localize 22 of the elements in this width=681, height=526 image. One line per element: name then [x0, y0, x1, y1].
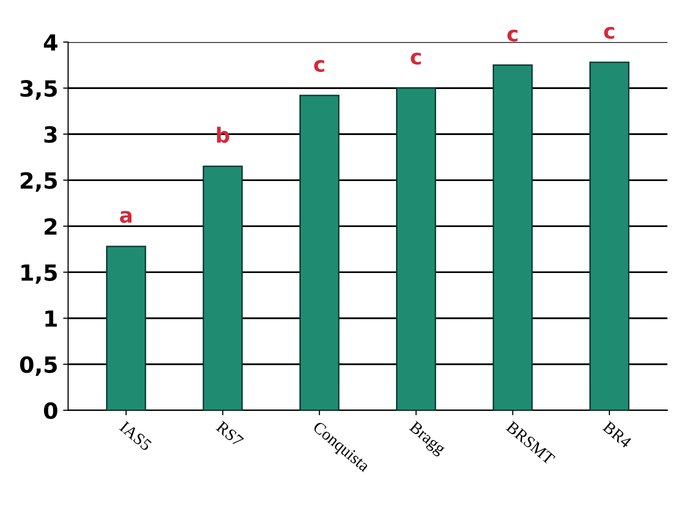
data-label: c — [604, 26, 614, 39]
y-tick-label: 0 — [44, 402, 58, 420]
bar — [492, 64, 533, 410]
data-label: c — [314, 60, 324, 72]
data-label: c — [410, 52, 421, 65]
y-tick-label: 4 — [44, 34, 58, 51]
y-tick-label: 1 — [45, 310, 57, 327]
y-tick-label: 0,5 — [20, 356, 57, 376]
y-tick-label: 3 — [44, 126, 57, 143]
data-label: c — [507, 30, 518, 42]
bar — [202, 166, 243, 410]
bar — [106, 246, 146, 410]
x-tick-label: BR4 — [602, 420, 632, 448]
y-tick-label: 2 — [44, 218, 56, 235]
y-tick-label: 3,5 — [20, 80, 57, 100]
data-label: a — [120, 210, 132, 223]
y-tick-label: 2,5 — [20, 172, 57, 192]
bar — [589, 62, 630, 410]
bar — [396, 87, 436, 410]
x-tick-label: RS7 — [216, 420, 244, 448]
bar — [299, 94, 340, 410]
y-tick-label: 1,5 — [22, 264, 57, 284]
